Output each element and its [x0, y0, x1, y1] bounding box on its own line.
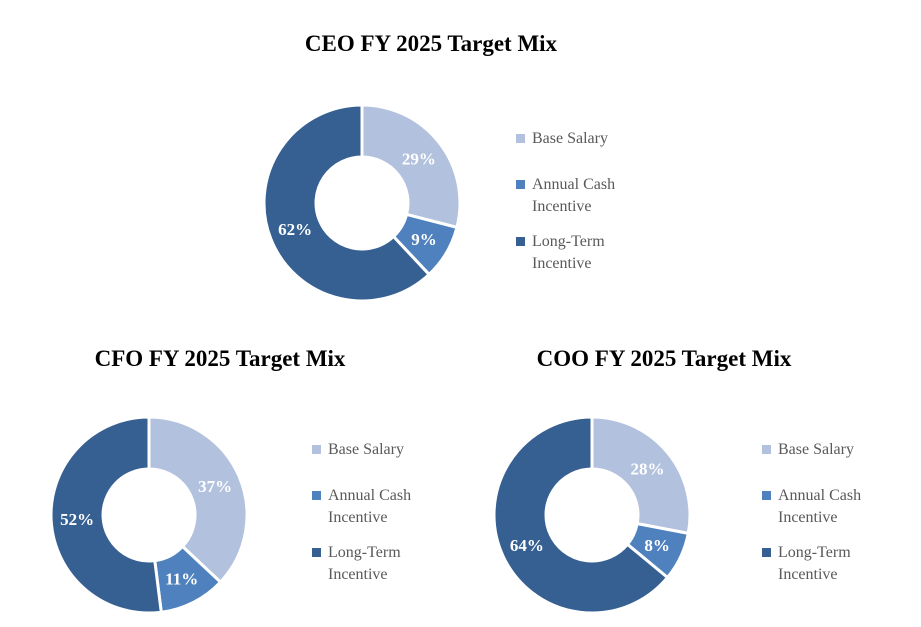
legend-label: Long-Term Incentive	[778, 543, 851, 583]
slice-label-long-term-incentive: 52%	[60, 510, 94, 529]
donut-slice-long-term-incentive	[492, 415, 670, 615]
donut-chart-ceo: 29% 9% 62%	[262, 103, 462, 303]
legend-cell: Base Salary	[312, 421, 450, 478]
legend-item-annual-cash-incentive: Annual Cash Incentive	[516, 174, 654, 218]
legend-cell: Annual Cash Incentive	[516, 167, 654, 224]
slice-label-base-salary: 37%	[198, 477, 232, 496]
slice-label-base-salary: 29%	[402, 149, 436, 168]
chart-title-coo: COO FY 2025 Target Mix	[536, 346, 792, 371]
legend-label: Long-Term Incentive	[532, 232, 605, 272]
donut-slice-base-salary	[147, 415, 249, 584]
legend-cfo: Base Salary Annual Cash Incentive Long-Ter…	[312, 421, 450, 592]
legend-item-annual-cash-incentive: Annual Cash Incentive	[762, 485, 900, 529]
slice-label-annual-cash-incentive: 9%	[411, 230, 437, 249]
chart-title-ceo: CEO FY 2025 Target Mix	[304, 31, 558, 56]
chart-title-cfo: CFO FY 2025 Target Mix	[94, 346, 346, 371]
legend-label: Base Salary	[532, 129, 608, 147]
legend-item-base-salary: Base Salary	[312, 439, 450, 461]
legend-swatch-icon	[312, 547, 321, 557]
legend-item-base-salary: Base Salary	[516, 128, 654, 150]
legend-cell: Annual Cash Incentive	[762, 478, 900, 535]
legend-swatch-icon	[762, 444, 771, 454]
legend-swatch-icon	[312, 490, 321, 500]
donut-slice-base-salary	[360, 103, 462, 229]
legend-label: Annual Cash Incentive	[532, 175, 616, 215]
legend-label: Base Salary	[778, 440, 854, 458]
legend-label: Annual Cash Incentive	[328, 486, 412, 526]
legend-cell: Annual Cash Incentive	[312, 478, 450, 535]
legend-item-base-salary: Base Salary	[762, 439, 900, 461]
legend-cell: Base Salary	[516, 110, 654, 167]
donut-slice-long-term-incentive	[262, 103, 431, 303]
legend-swatch-icon	[516, 133, 525, 143]
legend-cell: Base Salary	[762, 421, 900, 478]
donut-chart-coo: 28% 8% 64%	[492, 415, 692, 615]
legend-item-long-term-incentive: Long-Term Incentive	[516, 231, 654, 275]
legend-cell: Long-Term Incentive	[312, 535, 450, 592]
legend-swatch-icon	[516, 179, 525, 189]
donut-slice-long-term-incentive	[49, 415, 163, 615]
legend-label: Long-Term Incentive	[328, 543, 401, 583]
legend-swatch-icon	[762, 547, 771, 557]
legend-label: Annual Cash Incentive	[778, 486, 862, 526]
legend-cell: Long-Term Incentive	[516, 224, 654, 281]
slice-label-long-term-incentive: 62%	[278, 220, 312, 239]
legend-label: Base Salary	[328, 440, 404, 458]
legend-cell: Long-Term Incentive	[762, 535, 900, 592]
legend-item-long-term-incentive: Long-Term Incentive	[762, 542, 900, 586]
slice-label-base-salary: 28%	[631, 460, 665, 479]
legend-ceo: Base Salary Annual Cash Incentive Long-Ter…	[516, 110, 654, 281]
legend-swatch-icon	[312, 444, 321, 454]
donut-slice-base-salary	[590, 415, 692, 535]
donut-chart-cfo: 37% 11% 52%	[49, 415, 249, 615]
slice-label-annual-cash-incentive: 11%	[165, 570, 198, 589]
legend-item-long-term-incentive: Long-Term Incentive	[312, 542, 450, 586]
legend-swatch-icon	[762, 490, 771, 500]
legend-coo: Base Salary Annual Cash Incentive Long-Ter…	[762, 421, 900, 592]
legend-item-annual-cash-incentive: Annual Cash Incentive	[312, 485, 450, 529]
slice-label-annual-cash-incentive: 8%	[644, 536, 670, 555]
slice-label-long-term-incentive: 64%	[510, 536, 544, 555]
legend-swatch-icon	[516, 236, 525, 246]
